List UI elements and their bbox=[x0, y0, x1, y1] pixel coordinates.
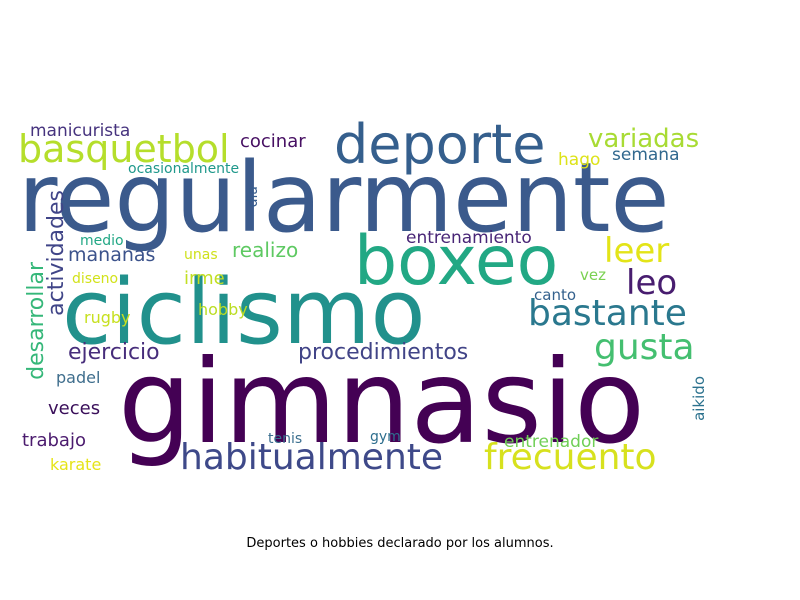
cloud-word-dia: dia bbox=[245, 186, 261, 208]
figure-caption: Deportes o hobbies declarado por los alu… bbox=[246, 536, 554, 551]
cloud-word-vez: vez bbox=[580, 266, 606, 284]
cloud-word-ocasionalmente: ocasionalmente bbox=[128, 161, 240, 177]
cloud-word-tenis: tenis bbox=[268, 431, 303, 447]
cloud-word-ciclismo: ciclismo bbox=[62, 260, 426, 365]
cloud-word-medio: medio bbox=[80, 233, 124, 249]
cloud-word-trabajo: trabajo bbox=[22, 430, 86, 451]
cloud-word-leer: leer bbox=[604, 231, 670, 271]
word-cloud: regularmente gimnasio ciclismo boxeo deporte… bbox=[18, 113, 708, 478]
cloud-word-basquetbol: basquetbol bbox=[18, 127, 230, 171]
cloud-word-leo: leo bbox=[626, 263, 678, 303]
cloud-word-procedimientos: procedimientos bbox=[298, 340, 469, 365]
cloud-word-rugby: rugby bbox=[84, 308, 131, 327]
cloud-word-ejercicio: ejercicio bbox=[68, 340, 160, 365]
cloud-word-cocinar: cocinar bbox=[240, 131, 306, 152]
cloud-word-variadas: variadas bbox=[588, 124, 700, 154]
cloud-word-mananas: mananas bbox=[68, 244, 156, 266]
cloud-word-hobby: hobby bbox=[198, 300, 248, 319]
cloud-word-habitualmente: habitualmente bbox=[180, 437, 444, 478]
cloud-word-hago: hago bbox=[558, 150, 601, 170]
cloud-word-gimnasio: gimnasio bbox=[118, 335, 646, 470]
cloud-word-boxeo: boxeo bbox=[354, 222, 559, 301]
cloud-word-realizo: realizo bbox=[232, 238, 299, 262]
cloud-word-actividades: actividades bbox=[44, 190, 69, 316]
cloud-word-padel: padel bbox=[56, 368, 101, 387]
cloud-word-entrenador: entrenador bbox=[504, 432, 599, 452]
cloud-word-gym: gym bbox=[370, 429, 401, 445]
cloud-word-aikido: aikido bbox=[690, 376, 708, 421]
cloud-word-unas: unas bbox=[184, 247, 218, 263]
cloud-word-regularmente: regularmente bbox=[18, 142, 670, 254]
cloud-word-gusta: gusta bbox=[594, 327, 695, 368]
cloud-word-diseno: diseno bbox=[72, 271, 119, 287]
cloud-word-veces: veces bbox=[48, 398, 101, 419]
cloud-word-irme: irme bbox=[184, 268, 225, 289]
cloud-word-entrenamiento: entrenamiento bbox=[406, 228, 532, 248]
cloud-word-bastante: bastante bbox=[528, 293, 687, 334]
cloud-word-frecuento: frecuento bbox=[484, 437, 657, 478]
cloud-word-canto: canto bbox=[534, 286, 577, 304]
cloud-word-manicurista: manicurista bbox=[30, 121, 131, 141]
cloud-word-karate: karate bbox=[50, 455, 102, 474]
cloud-word-desarrollar: desarrollar bbox=[24, 262, 49, 380]
cloud-word-semana: semana bbox=[612, 145, 680, 165]
cloud-word-deporte: deporte bbox=[334, 113, 546, 176]
